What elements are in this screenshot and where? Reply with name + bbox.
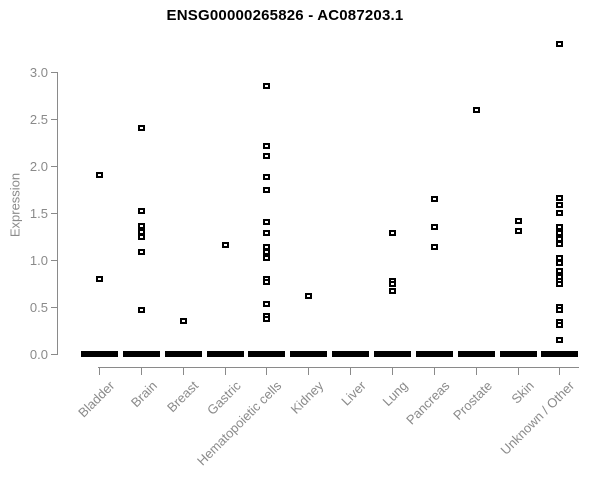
data-point: [263, 249, 270, 255]
x-axis-tick: [266, 368, 267, 375]
data-point: [556, 41, 563, 47]
y-axis-tick: [51, 260, 57, 261]
x-axis-tick: [350, 368, 351, 375]
y-tick-label: 3.0: [29, 65, 48, 80]
x-axis-tick: [559, 368, 560, 375]
data-point: [138, 223, 145, 229]
data-point: [556, 281, 563, 287]
zero-expression-bar: [416, 351, 453, 357]
data-point: [263, 143, 270, 149]
x-axis-label: Unknown / Other: [347, 377, 578, 458]
zero-expression-bar: [374, 351, 411, 357]
data-point: [556, 260, 563, 266]
x-axis-tick: [225, 368, 226, 375]
zero-expression-bar: [165, 351, 202, 357]
zero-expression-bar: [290, 351, 327, 357]
data-point: [263, 255, 270, 261]
data-point: [556, 195, 563, 201]
zero-expression-bar: [81, 351, 118, 357]
data-point: [431, 244, 438, 250]
y-axis-tick: [51, 72, 57, 73]
y-tick-label: 0.5: [29, 300, 48, 315]
data-point: [96, 276, 103, 282]
zero-expression-bar: [123, 351, 160, 357]
x-axis-tick: [434, 368, 435, 375]
data-point: [263, 83, 270, 89]
data-point: [556, 241, 563, 247]
data-point: [389, 288, 396, 294]
zero-expression-bar: [541, 351, 578, 357]
zero-expression-bar: [458, 351, 495, 357]
data-point: [556, 202, 563, 208]
data-point: [556, 230, 563, 236]
y-tick-label: 0.0: [29, 347, 48, 362]
data-point: [431, 196, 438, 202]
data-point: [389, 281, 396, 287]
y-tick-label: 1.5: [29, 206, 48, 221]
x-axis-tick: [183, 368, 184, 375]
data-point: [138, 234, 145, 240]
zero-expression-bar: [248, 351, 285, 357]
data-point: [138, 307, 145, 313]
data-point: [96, 172, 103, 178]
x-axis-label-text: Unknown / Other: [498, 378, 578, 458]
y-axis-tick: [51, 119, 57, 120]
x-axis-tick: [99, 368, 100, 375]
data-point: [431, 224, 438, 230]
data-point: [263, 153, 270, 159]
x-axis-tick: [392, 368, 393, 375]
data-point: [556, 337, 563, 343]
data-point: [222, 242, 229, 248]
x-axis-tick: [476, 368, 477, 375]
y-tick-label: 2.5: [29, 112, 48, 127]
data-point: [556, 307, 563, 313]
y-axis-tick: [51, 354, 57, 355]
zero-expression-bar: [500, 351, 537, 357]
x-axis-tick: [308, 368, 309, 375]
data-point: [138, 125, 145, 131]
x-axis-tick: [141, 368, 142, 375]
data-point: [556, 224, 563, 230]
y-axis-title: Expression: [7, 172, 23, 238]
data-point: [556, 322, 563, 328]
data-point: [180, 318, 187, 324]
data-point: [138, 249, 145, 255]
zero-expression-bar: [332, 351, 369, 357]
data-point: [263, 174, 270, 180]
data-point: [263, 219, 270, 225]
data-point: [263, 301, 270, 307]
data-point: [556, 268, 563, 274]
data-point: [473, 107, 480, 113]
data-point: [515, 218, 522, 224]
y-axis-tick: [51, 307, 57, 308]
chart-title: ENSG00000265826 - AC087203.1: [166, 7, 404, 24]
zero-expression-bar: [207, 351, 244, 357]
data-point: [138, 208, 145, 214]
data-point: [389, 230, 396, 236]
x-axis-tick: [518, 368, 519, 375]
data-point: [263, 279, 270, 285]
data-point: [305, 293, 312, 299]
y-tick-label: 1.0: [29, 253, 48, 268]
y-tick-label: 2.0: [29, 159, 48, 174]
data-point: [556, 210, 563, 216]
data-point: [263, 316, 270, 322]
y-axis-tick: [51, 166, 57, 167]
x-axis-line: [98, 367, 579, 368]
y-axis-line: [57, 72, 58, 355]
data-point: [263, 230, 270, 236]
data-point: [263, 187, 270, 193]
y-axis-tick: [51, 213, 57, 214]
data-point: [515, 228, 522, 234]
